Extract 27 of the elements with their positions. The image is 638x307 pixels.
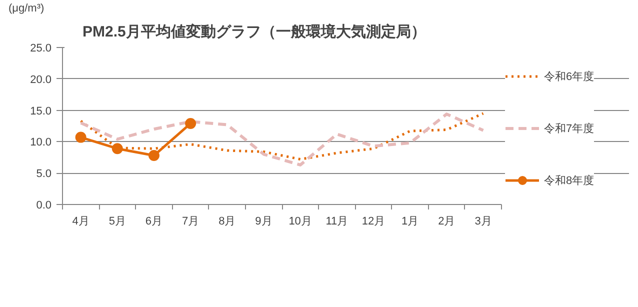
- y-tick-label: 10.0: [30, 136, 52, 149]
- y-tick-label: 25.0: [30, 42, 52, 54]
- x-tick-label: 1月: [402, 216, 419, 228]
- y-tick-label: 5.0: [36, 168, 52, 180]
- y-tick-label: 15.0: [30, 105, 52, 118]
- x-tick-label: 7月: [182, 216, 200, 228]
- y-axis-title: (μg/m³): [8, 2, 44, 14]
- point: [112, 143, 123, 154]
- x-tick-label: 5月: [108, 216, 126, 228]
- legend-label: 令和7年度: [544, 122, 594, 136]
- x-tick-label: 6月: [145, 216, 163, 228]
- legend-label: 令和6年度: [544, 70, 594, 84]
- x-tick-label: 12月: [362, 216, 386, 228]
- chart-title: PM2.5月平均値変動グラフ（一般環境大気測定局）: [82, 22, 426, 40]
- y-tick-label: 20.0: [30, 74, 52, 86]
- legend-label: 令和8年度: [544, 174, 594, 188]
- x-tick-label: 4月: [72, 216, 90, 228]
- x-tick-label: 2月: [438, 216, 456, 228]
- point: [75, 132, 86, 143]
- point: [185, 118, 196, 129]
- y-tick-label: 0.0: [36, 200, 52, 212]
- point: [148, 150, 160, 162]
- x-tick-label: 3月: [474, 216, 492, 228]
- x-tick-label: 8月: [218, 216, 236, 228]
- x-tick-label: 9月: [255, 216, 272, 228]
- x-tick-label: 10月: [288, 216, 312, 228]
- x-tick-label: 11月: [326, 216, 348, 228]
